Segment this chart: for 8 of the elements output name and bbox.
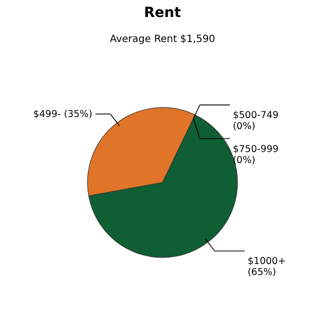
- text: (0%): [232, 121, 256, 132]
- category-label: $750-999: [232, 144, 279, 155]
- slice-label: $1000+: [248, 256, 286, 268]
- category-label: $500-749: [232, 110, 279, 122]
- data-label: (65%): [248, 267, 276, 278]
- slice-label: $499- (35%): [33, 108, 92, 120]
- chart-title: Rent: [144, 5, 182, 21]
- chart-subtitle: Average Rent $1,590: [110, 34, 216, 45]
